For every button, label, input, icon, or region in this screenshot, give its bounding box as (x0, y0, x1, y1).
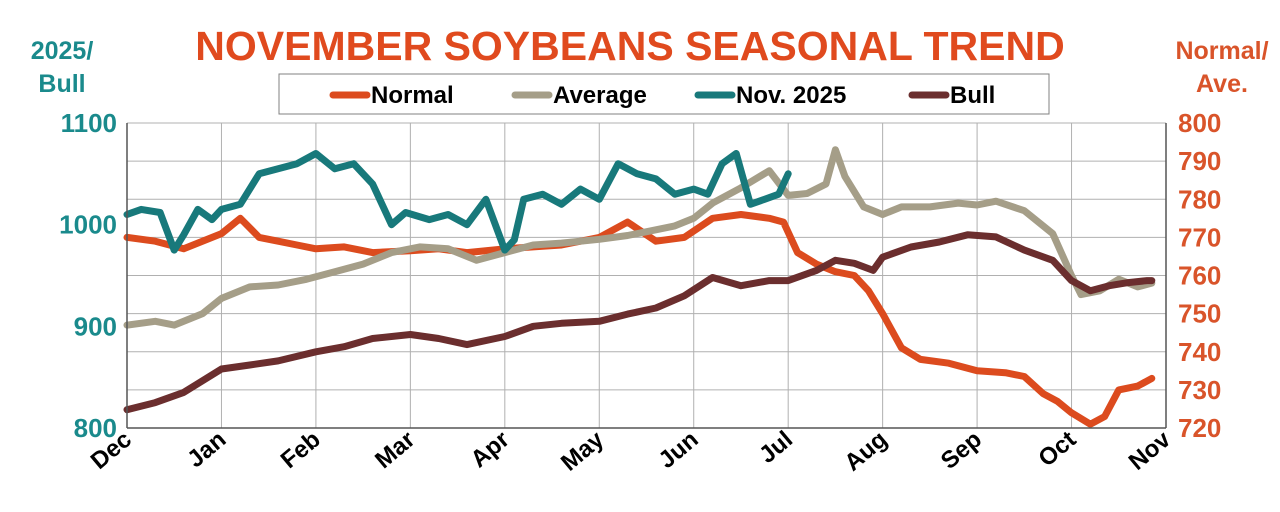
right-axis-label-line2: Ave. (1196, 70, 1248, 98)
y-right-tick-label: 790 (1178, 146, 1221, 176)
right-axis-label-line1: Normal/ (1175, 37, 1268, 65)
left-axis-label-line1: 2025/ (31, 37, 94, 65)
y-right-tick-label: 750 (1178, 299, 1221, 329)
x-tick-label: Feb (276, 426, 326, 474)
series-line-nov-2025 (123, 150, 792, 254)
x-tick-label: Sep (936, 426, 987, 475)
legend: Normal Average Nov. 2025 Bull (278, 73, 1050, 115)
series-line-average (123, 146, 1156, 329)
y-right-tick-label: 800 (1178, 108, 1221, 138)
y-right-tick-label: 720 (1178, 413, 1221, 443)
y-right-tick-label: 770 (1178, 222, 1221, 252)
x-tick-label: Jul (754, 426, 798, 469)
legend-label: Average (553, 82, 647, 109)
y-right-tick-label: 760 (1178, 261, 1221, 291)
x-tick-label: Apr (466, 426, 515, 473)
x-tick-label: Mar (370, 426, 420, 474)
chart-title: NOVEMBER SOYBEANS SEASONAL TREND (195, 23, 1064, 69)
y-left-tick-label: 800 (74, 413, 117, 443)
x-tick-label: Jan (182, 426, 231, 473)
legend-label: Nov. 2025 (736, 82, 846, 109)
x-tick-label: May (556, 425, 610, 476)
y-left-tick-label: 1100 (61, 108, 117, 138)
y-left-tick-label: 900 (74, 311, 117, 341)
legend-label: Bull (950, 82, 995, 109)
series-line-normal (123, 211, 1156, 428)
left-axis-label-line2: Bull (38, 70, 85, 98)
x-tick-label: Nov (1124, 425, 1177, 475)
series-lines (123, 146, 1156, 428)
x-tick-label: Jun (654, 426, 704, 474)
x-tick-label: Aug (839, 426, 892, 477)
series-line-bull (123, 231, 1156, 414)
y-right-tick-label: 780 (1178, 184, 1221, 214)
y-right-tick-label: 740 (1178, 337, 1221, 367)
legend-label: Normal (371, 82, 454, 109)
y-right-tick-label: 730 (1178, 375, 1221, 405)
y-left-tick-label: 1000 (59, 210, 117, 240)
x-tick-label: Oct (1033, 426, 1081, 472)
